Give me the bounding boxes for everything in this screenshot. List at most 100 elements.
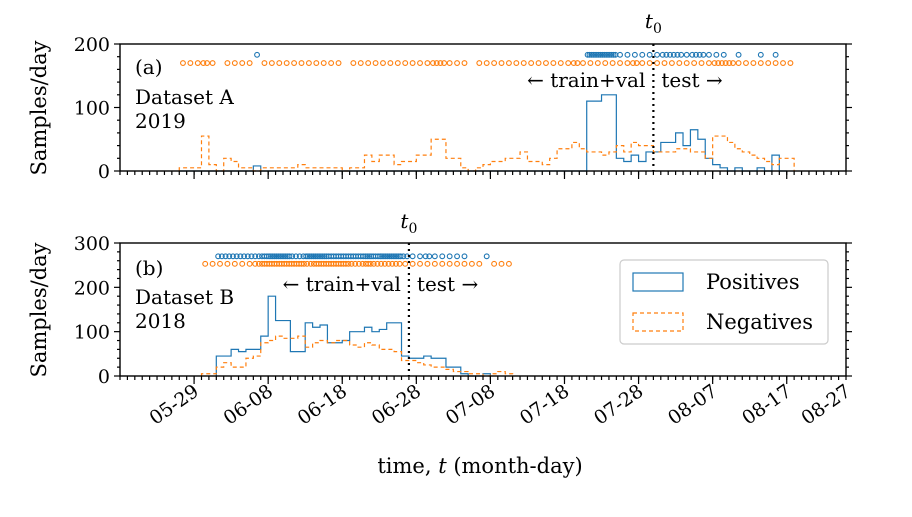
hist-bin-negatives [327,343,334,376]
scatter-point-negatives [187,60,194,66]
scatter-point-positives [593,51,600,58]
scatter-point-positives [277,253,284,260]
scatter-point-negatives [424,60,431,66]
scatter-point-positives [292,253,299,260]
hist-bin-negatives [498,161,505,171]
scatter-point-negatives [570,60,577,66]
scatter-point-positives [667,51,674,58]
scatter-point-positives [588,51,595,58]
scatter-point-negatives [476,260,483,267]
scatter-point-positives [601,51,608,58]
hist-bin-negatives [364,155,371,171]
scatter-point-positives [608,51,615,58]
scatter-point-negatives [335,60,342,66]
scatter-point-negatives [209,260,216,267]
scatter-point-negatives [409,260,416,267]
scatter-point-positives [305,253,311,260]
scatter-point-positives [674,51,681,58]
scatter-point-positives [303,253,310,260]
panel-a-label: (a) [135,55,163,79]
scatter-point-positives [316,253,323,260]
scatter-point-negatives [646,60,653,66]
scatter-point-negatives [372,60,379,66]
scatter-point-positives [366,253,373,260]
hist-bin-negatives [409,360,416,376]
hist-bin-negatives [594,152,601,171]
legend-negatives-swatch [632,312,684,332]
scatter-point-negatives [557,60,564,66]
hist-bin-negatives [290,338,297,376]
scatter-point-negatives [202,260,209,267]
panel-b-train-label: ← train+val [283,272,401,296]
hist-bin-negatives [253,356,260,376]
y-tick-label: 0 [98,366,110,388]
scatter-point-positives [595,51,602,58]
hist-bin-negatives [527,161,534,171]
scatter-point-negatives [246,60,253,66]
scatter-point-positives [446,253,453,260]
scatter-point-negatives [417,260,423,267]
hist-bin-negatives [261,343,268,376]
scatter-point-positives [255,253,262,260]
panel-b-t0-label: t0 [400,209,417,237]
scatter-point-negatives [217,260,223,267]
scatter-point-negatives [498,60,505,66]
hist-bin-negatives [483,165,490,171]
scatter-point-negatives [200,60,207,66]
scatter-point-positives [483,253,490,260]
scatter-point-positives [273,253,280,260]
hist-bin-negatives [364,343,371,376]
scatter-point-negatives [633,60,640,66]
scatter-point-positives [624,51,631,58]
panel-a-train-label: ← train+val [527,68,645,92]
scatter-point-positives [390,253,397,260]
scatter-point-positives [713,51,720,58]
scatter-point-positives [279,253,286,260]
hist-bin-negatives [320,341,327,376]
scatter-point-positives [312,253,319,260]
hist-bin-negatives [765,161,772,171]
scatter-point-positives [400,253,407,260]
hist-bin-negatives [535,161,542,171]
scatter-point-negatives [298,260,305,267]
legend-positives-swatch [632,272,684,292]
scatter-point-negatives [355,260,362,267]
scatter-point-negatives [378,260,385,267]
scatter-point-negatives [468,260,475,267]
hist-bin-negatives [439,139,446,171]
scatter-point-positives [269,253,276,260]
scatter-point-negatives [357,60,364,66]
hist-bin-negatives [609,152,616,171]
hist-bin-negatives [424,155,431,171]
scatter-point-positives [659,51,666,58]
scatter-point-positives [375,253,382,260]
scatter-point-negatives [483,60,490,66]
scatter-point-negatives [431,260,438,267]
scatter-point-positives [271,253,278,260]
scatter-point-negatives [446,60,453,66]
hist-bin-negatives [231,161,238,171]
scatter-point-positives [314,253,321,260]
scatter-point-negatives [543,60,549,66]
scatter-point-positives [663,51,670,58]
scatter-point-positives [397,253,404,260]
panel-a-test-label: test → [661,68,723,92]
scatter-point-negatives [393,260,399,267]
hist-bin-negatives [513,158,520,171]
scatter-point-negatives [365,60,372,66]
scatter-point-positives [392,253,398,260]
scatter-point-negatives [654,60,661,66]
scatter-point-positives [306,253,313,260]
hist-bin-negatives [298,336,305,376]
legend-positives-label: Positives [706,270,800,294]
hist-bin-negatives [394,165,401,171]
scatter-point-negatives [535,60,542,66]
hist-bin-negatives [661,152,668,171]
hist-bin-negatives [201,136,208,171]
hist-bin-negatives [379,349,386,376]
scatter-point-negatives [780,60,786,66]
scatter-point-negatives [491,260,498,267]
scatter-point-negatives [307,260,314,267]
scatter-point-negatives [772,60,779,66]
y-tick-label: 100 [74,98,110,120]
